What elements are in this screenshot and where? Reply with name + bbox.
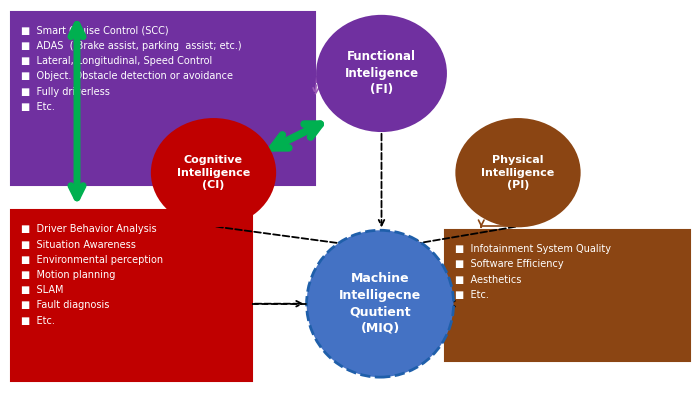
FancyBboxPatch shape bbox=[10, 210, 252, 381]
Text: Physical
Intelligence
(PI): Physical Intelligence (PI) bbox=[482, 155, 554, 191]
Ellipse shape bbox=[307, 230, 454, 377]
FancyBboxPatch shape bbox=[444, 230, 690, 361]
Ellipse shape bbox=[152, 119, 275, 226]
Text: Functional
Inteligence
(FI): Functional Inteligence (FI) bbox=[344, 50, 419, 96]
Ellipse shape bbox=[456, 119, 580, 226]
Text: Cognitive
Intelligence
(CI): Cognitive Intelligence (CI) bbox=[177, 155, 250, 191]
FancyBboxPatch shape bbox=[10, 12, 315, 185]
Text: ■  Smart Cruise Control (SCC)
■  ADAS  ( Brake assist, parking  assist; etc.)
■ : ■ Smart Cruise Control (SCC) ■ ADAS ( Br… bbox=[21, 26, 241, 112]
Text: Machine
Intelligecne
Quutient
(MIQ): Machine Intelligecne Quutient (MIQ) bbox=[339, 272, 421, 335]
Text: ■  Driver Behavior Analysis
■  Situation Awareness
■  Environmental perception
■: ■ Driver Behavior Analysis ■ Situation A… bbox=[21, 224, 163, 326]
Ellipse shape bbox=[317, 16, 446, 131]
Text: ■  Infotainment System Quality
■  Software Efficiency
■  Aesthetics
■  Etc.: ■ Infotainment System Quality ■ Software… bbox=[455, 244, 611, 300]
